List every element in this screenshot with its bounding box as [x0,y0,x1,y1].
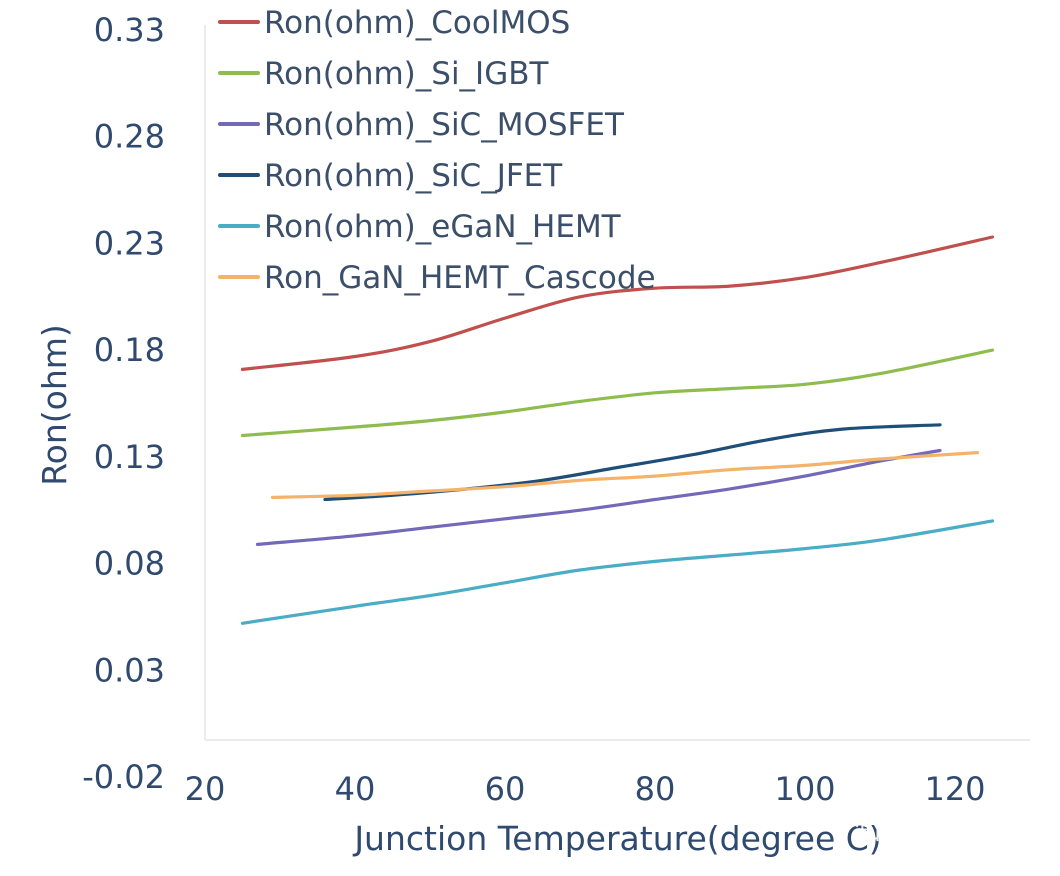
series-line-3 [255,448,942,546]
y-tick-label: 0.33 [94,11,165,49]
series-line-1 [240,235,995,371]
series-layer [240,235,995,625]
x-tick-label: 40 [335,770,376,808]
x-axis-title: Junction Temperature(degree C) [352,819,881,858]
x-axis-ticks: 20 40 60 80 100 120 [185,770,986,808]
x-tick-label: 80 [635,770,676,808]
legend-label: Ron(ohm)_SiC_JFET [264,158,563,194]
watermark-text: 知乎 @ICANIC [855,817,1030,847]
y-axis-ticks: -0.02 0.03 0.08 0.13 0.18 0.23 0.28 0.33 [82,11,165,796]
series-line-2 [240,348,995,438]
legend: Ron(ohm)_CoolMOS Ron(ohm)_Si_IGBT Ron(ohm)… [218,5,656,296]
series-line-5 [240,519,995,625]
legend-label: Ron(ohm)_eGaN_HEMT [264,209,622,245]
legend-label: Ron_GaN_HEMT_Cascode [264,260,656,296]
series-line-6 [270,451,980,499]
y-tick-label: 0.08 [94,545,165,583]
legend-label: Ron(ohm)_SiC_MOSFET [264,107,625,143]
plot-frame [204,25,1030,741]
y-tick-label: 0.03 [94,651,165,689]
y-tick-label: 0.18 [94,331,165,369]
series-line-4 [323,423,942,502]
x-tick-label: 20 [185,770,226,808]
y-tick-label: -0.02 [82,758,165,796]
x-tick-label: 60 [485,770,526,808]
x-tick-label: 120 [924,770,985,808]
y-tick-label: 0.28 [94,118,165,156]
y-axis-title: Ron(ohm) [35,324,74,486]
legend-label: Ron(ohm)_Si_IGBT [264,56,549,92]
y-tick-label: 0.13 [94,438,165,476]
legend-label: Ron(ohm)_CoolMOS [264,5,570,41]
x-tick-label: 100 [774,770,835,808]
y-tick-label: 0.23 [94,224,165,262]
